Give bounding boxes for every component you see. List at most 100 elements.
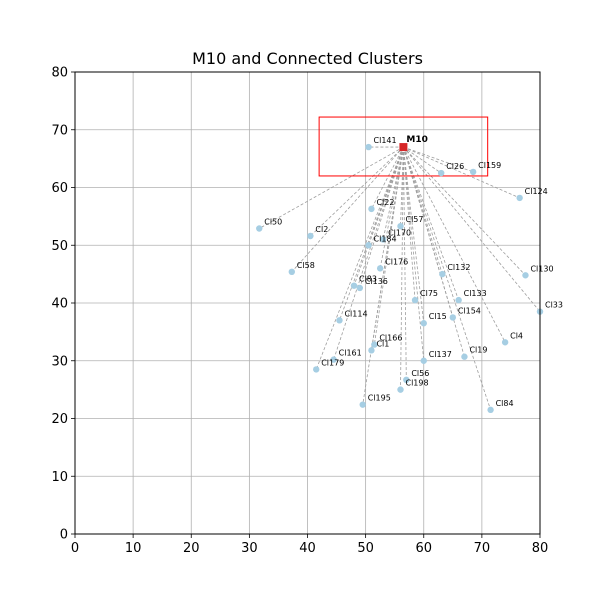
cluster-label: Cl179 <box>321 358 344 367</box>
cluster-label: Cl161 <box>339 349 362 358</box>
edge-line <box>371 146 404 210</box>
cluster-label: Cl184 <box>374 234 397 243</box>
edge-line <box>403 146 506 343</box>
edge-line <box>403 146 465 357</box>
highlight-box <box>318 116 489 177</box>
x-tick-label: 40 <box>299 541 316 556</box>
x-tick-label: 50 <box>357 541 374 556</box>
edge-line <box>382 146 404 240</box>
edge-line <box>403 146 442 174</box>
edge-lines <box>259 146 541 410</box>
cluster-label: Cl4 <box>510 331 523 340</box>
cluster-label: Cl114 <box>344 309 367 318</box>
x-tick-label: 30 <box>241 541 258 556</box>
edge-line <box>403 146 474 173</box>
cluster-label: Cl2 <box>315 225 328 234</box>
center-group: M10 <box>399 135 428 152</box>
y-tick-label: 20 <box>51 412 68 427</box>
cluster-point <box>420 320 427 327</box>
cluster-points <box>256 143 544 414</box>
cluster-point <box>420 357 427 364</box>
y-tick-label: 10 <box>51 470 68 485</box>
cluster-label: Cl195 <box>368 394 391 403</box>
cluster-point <box>256 225 263 232</box>
y-tick-label: 0 <box>60 528 68 543</box>
cluster-label: Cl133 <box>464 289 487 298</box>
cluster-point <box>379 236 387 243</box>
edge-line <box>403 147 416 301</box>
edge-line <box>403 146 526 276</box>
cluster-label: Cl19 <box>469 346 487 355</box>
cluster-point <box>350 282 358 289</box>
cluster-label: Cl154 <box>458 306 481 315</box>
x-tick-label: 20 <box>183 541 200 556</box>
edge-line <box>400 147 404 227</box>
cluster-point <box>411 296 419 304</box>
cluster-label: Cl57 <box>406 215 424 224</box>
cluster-point <box>449 314 457 321</box>
cluster-point <box>516 194 523 202</box>
cluster-label: Cl176 <box>385 257 408 266</box>
edge-line <box>403 146 491 410</box>
cluster-point <box>330 356 337 363</box>
cluster-label: Cl56 <box>411 369 429 378</box>
cluster-label: Cl141 <box>374 136 397 145</box>
cluster-point <box>397 222 404 230</box>
y-tick-label: 80 <box>51 66 68 81</box>
cluster-label: Cl58 <box>297 261 315 270</box>
edge-line <box>310 146 404 237</box>
cluster-point <box>307 232 314 240</box>
cluster-label: Cl83 <box>359 275 377 284</box>
cluster-label: Cl22 <box>376 198 394 207</box>
cluster-label: Cl50 <box>264 218 282 227</box>
cluster-point <box>522 272 529 279</box>
cluster-label: Cl15 <box>429 312 447 321</box>
x-tick-label: 60 <box>415 541 432 556</box>
x-tick-label: 80 <box>532 541 549 556</box>
edge-line <box>291 146 404 273</box>
cluster-label: Cl159 <box>478 161 501 170</box>
cluster-label: Cl33 <box>545 301 563 310</box>
y-tick-label: 40 <box>51 297 68 312</box>
edge-line <box>362 147 404 405</box>
cluster-point <box>439 270 446 278</box>
grid-lines <box>74 71 541 535</box>
chart-title: M10 and Connected Clusters <box>192 49 423 68</box>
cluster-point <box>469 168 477 176</box>
cluster-label: Cl137 <box>429 350 452 359</box>
edge-line <box>403 146 520 199</box>
cluster-point <box>397 386 404 393</box>
cluster-label: Cl170 <box>388 228 411 237</box>
cluster-point <box>376 265 384 272</box>
cluster-point <box>359 401 366 408</box>
cluster-point <box>371 341 378 348</box>
y-tick-label: 60 <box>51 181 68 196</box>
cluster-label: Cl198 <box>406 379 429 388</box>
cluster-label: Cl130 <box>530 264 553 273</box>
cluster-point <box>313 366 320 373</box>
cluster-label: Cl75 <box>420 289 438 298</box>
x-tick-label: 10 <box>125 541 142 556</box>
y-tick-label: 50 <box>51 239 68 254</box>
cluster-point <box>501 339 509 346</box>
cluster-point <box>356 284 364 292</box>
edge-line <box>333 146 404 360</box>
x-tick-label: 70 <box>474 541 491 556</box>
edge-line <box>359 146 404 289</box>
edge-line <box>403 147 425 324</box>
cluster-point <box>365 242 372 249</box>
cluster-point <box>368 347 375 354</box>
cluster-point <box>368 205 375 213</box>
center-label: M10 <box>406 135 427 145</box>
cluster-point <box>437 169 445 177</box>
cluster-label: Cl26 <box>446 162 464 171</box>
cluster-point <box>487 406 494 414</box>
y-tick-label: 30 <box>51 354 68 369</box>
edge-line <box>259 146 404 229</box>
cluster-point <box>461 353 468 360</box>
x-tick-label: 0 <box>71 541 79 556</box>
cluster-label: Cl124 <box>525 187 548 196</box>
cluster-label: Cl166 <box>379 334 402 343</box>
